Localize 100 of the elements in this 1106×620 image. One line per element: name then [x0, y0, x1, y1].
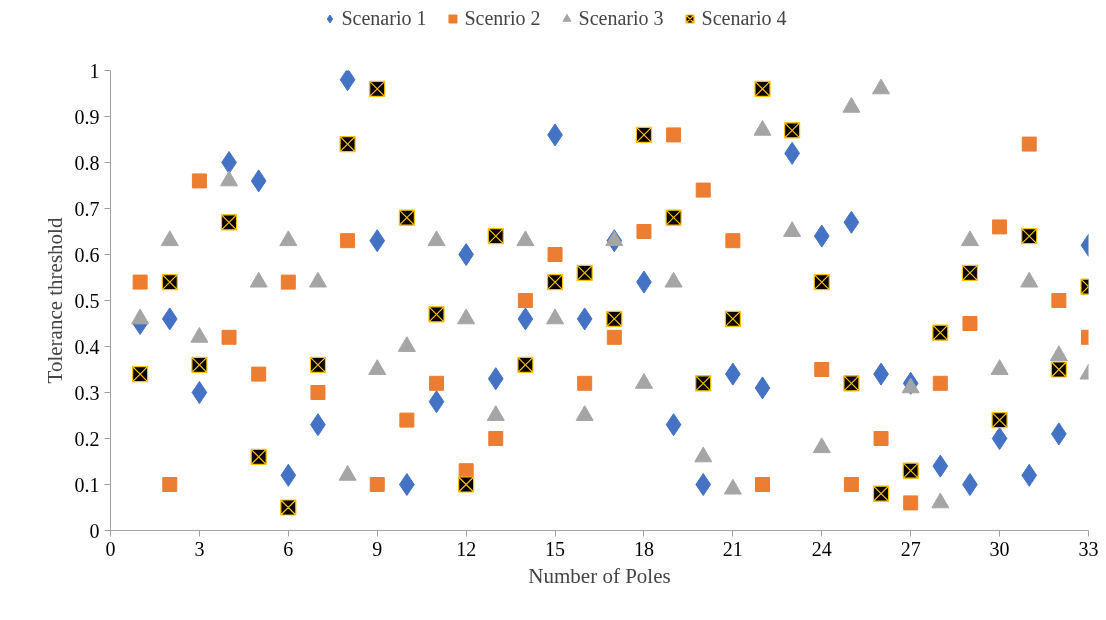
x-tick-label: 0 [105, 537, 116, 560]
point [754, 376, 771, 400]
point [577, 375, 593, 391]
x-tick-label: 18 [633, 537, 654, 560]
y-tick-label: 0 [89, 519, 100, 542]
point [398, 209, 415, 226]
point [369, 477, 385, 492]
point [1051, 293, 1067, 308]
point [517, 293, 533, 308]
x-tick-label: 30 [989, 537, 1010, 560]
point [814, 362, 830, 377]
point [487, 228, 504, 245]
point [576, 307, 593, 331]
point [932, 375, 948, 391]
point [132, 366, 149, 383]
legend-label: Scenario 4 [701, 6, 787, 30]
point [191, 356, 208, 373]
point [191, 173, 207, 189]
point [606, 310, 623, 327]
point [488, 431, 504, 446]
point [280, 463, 297, 487]
point [961, 264, 979, 281]
point [547, 247, 563, 262]
point [132, 274, 148, 290]
x-axis-title: Number of Poles [528, 563, 671, 588]
point [1021, 136, 1037, 152]
point [162, 477, 178, 492]
point [695, 375, 712, 392]
point [635, 126, 653, 143]
point [369, 229, 386, 253]
x-tick-label: 6 [283, 537, 294, 560]
point [220, 214, 238, 231]
point [250, 169, 267, 193]
y-tick-label: 0.4 [74, 335, 100, 358]
point [813, 224, 830, 248]
point [903, 495, 919, 511]
point [991, 412, 1008, 429]
y-tick-label: 0.2 [74, 427, 100, 450]
y-tick-label: 0.9 [74, 105, 100, 128]
point [310, 385, 326, 400]
point [339, 136, 356, 153]
point [991, 427, 1008, 450]
point [873, 431, 889, 446]
x-tick-label: 9 [372, 537, 383, 560]
point [280, 499, 297, 516]
point [695, 473, 712, 496]
y-tick-label: 0.8 [74, 151, 100, 174]
point [429, 375, 444, 391]
legend-label: Scenario 1 [341, 6, 427, 30]
point [784, 122, 801, 139]
point [250, 448, 267, 465]
y-tick-label: 0.6 [74, 243, 100, 266]
point [458, 476, 475, 493]
point [517, 307, 534, 331]
x-tick-label: 27 [900, 537, 921, 560]
point [932, 324, 949, 341]
y-tick-label: 0.7 [74, 197, 100, 220]
point [754, 80, 771, 97]
point [843, 375, 860, 392]
point [1050, 361, 1067, 378]
point [339, 70, 356, 92]
point [576, 264, 593, 281]
y-axis-title: Tolerance threshold [42, 217, 67, 384]
point [517, 356, 534, 373]
point [1021, 228, 1038, 245]
point [636, 224, 652, 239]
y-tick-label: 0.3 [74, 381, 100, 404]
point [813, 274, 830, 291]
point [606, 329, 622, 345]
point [161, 274, 178, 291]
point [665, 209, 682, 226]
x-tick-label: 3 [194, 537, 205, 560]
y-tick-label: 0.1 [74, 473, 100, 496]
point [340, 233, 356, 249]
point [902, 462, 919, 479]
x-tick-label: 12 [456, 537, 477, 560]
x-tick-label: 21 [722, 537, 743, 560]
point [487, 367, 504, 391]
point [665, 413, 682, 437]
point [546, 274, 564, 291]
point [428, 306, 445, 323]
y-tick-label: 0.5 [74, 289, 100, 312]
point [932, 454, 949, 478]
point [962, 316, 978, 331]
x-tick-label: 24 [811, 537, 832, 560]
point [725, 233, 741, 249]
point [458, 463, 474, 479]
y-tick-label: 1 [89, 59, 100, 82]
legend-label: Scenrio 2 [464, 6, 541, 30]
point [161, 307, 178, 331]
point [369, 80, 386, 97]
point [221, 329, 237, 345]
point [399, 412, 415, 428]
point [695, 182, 711, 198]
point [724, 310, 741, 327]
x-tick-label: 15 [545, 537, 566, 560]
point [843, 210, 860, 234]
point [251, 366, 267, 382]
point [428, 390, 445, 414]
point [309, 356, 327, 373]
